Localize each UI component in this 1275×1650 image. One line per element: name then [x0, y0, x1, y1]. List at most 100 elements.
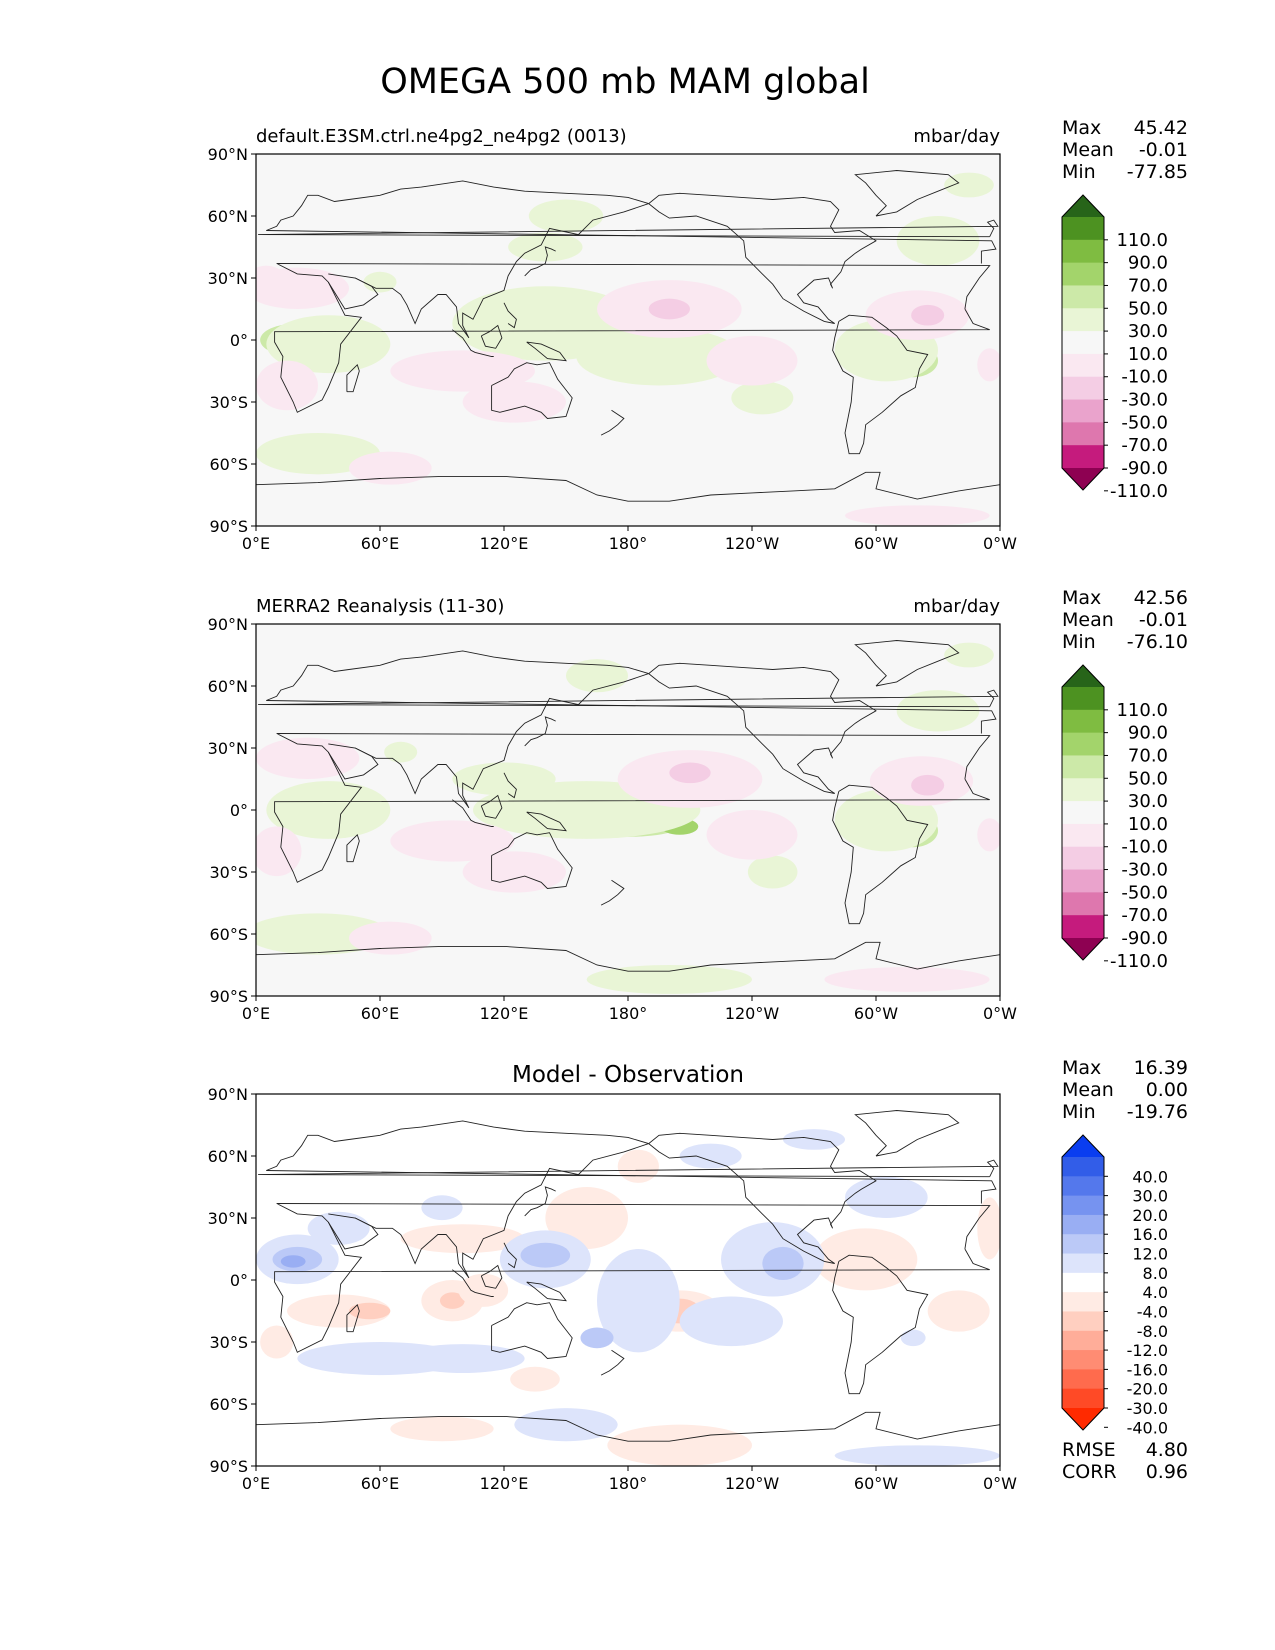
coastline: [258, 219, 999, 238]
coastline: [256, 1411, 1000, 1442]
contour-region: [845, 1176, 928, 1219]
contour-region: [260, 1325, 294, 1359]
coastline: [480, 324, 503, 349]
contour-region: [648, 298, 690, 320]
stat-label-mean: Mean: [1062, 609, 1114, 631]
coastline: [355, 673, 649, 809]
coastline: [355, 203, 649, 339]
panel-title-left: default.E3SM.ctrl.ne4pg2_ne4pg2 (0013): [256, 126, 627, 147]
colorbar-tick-label: 20.0: [1132, 1206, 1168, 1225]
colorbar-tick-label: 10.0: [1128, 344, 1168, 365]
contour-region: [349, 451, 432, 485]
coastline: [648, 662, 877, 794]
stat-label-corr: CORR: [1062, 1461, 1117, 1483]
colorbar-segment: [1062, 1292, 1104, 1313]
stat-label-min: Min: [1062, 1101, 1096, 1123]
colorbar-tick-label: -10.0: [1121, 837, 1168, 858]
lat-tick-label: 0°: [230, 331, 248, 350]
colorbar-tick-label: 70.0: [1128, 275, 1168, 296]
colorbar-tick-label: -20.0: [1127, 1380, 1168, 1399]
lon-tick-label: 60°E: [361, 1004, 399, 1023]
contour-region: [586, 965, 752, 994]
coastline: [854, 1110, 960, 1157]
colorbar-segment: [1062, 823, 1104, 848]
coastline: [648, 1132, 877, 1264]
contour-region: [421, 1195, 463, 1221]
coastlines: [256, 640, 1000, 972]
contour-region: [834, 1445, 1000, 1466]
lon-tick-label: 120°E: [480, 534, 529, 553]
lat-tick-label: 30°N: [208, 1209, 248, 1228]
contour-region: [439, 1292, 465, 1309]
contour-region: [266, 315, 391, 374]
colorbar-segment: [1062, 1214, 1104, 1235]
coastline: [266, 664, 997, 734]
lat-tick-label: 0°: [230, 1271, 248, 1290]
contour-region: [911, 774, 945, 796]
contour-region: [617, 1149, 659, 1183]
contour-region: [287, 1294, 391, 1328]
colorbar-extend-bottom: [1062, 1408, 1104, 1430]
contour-region: [545, 1187, 629, 1249]
coastline: [346, 363, 360, 393]
colorbar-tick-label: -40.0: [1127, 1418, 1168, 1437]
contour-region: [977, 1197, 1000, 1260]
colorbar-segment: [1062, 687, 1104, 711]
stats-box: Max 16.39 Mean 0.00 Min -19.76 RMSE 4.80 CORR 0.9…: [1062, 1057, 1188, 1483]
lon-tick-label: 0°E: [242, 1474, 270, 1493]
lat-tick-label: 0°: [230, 801, 248, 820]
coastline: [266, 194, 997, 264]
contour-region: [256, 826, 302, 877]
colorbar-tick-label: 90.0: [1128, 253, 1168, 274]
coastline: [524, 1186, 556, 1217]
lon-tick-label: 60°W: [854, 1474, 898, 1493]
coastline: [503, 1242, 517, 1269]
contour-region: [280, 1255, 306, 1268]
colorbar-segment: [1062, 1157, 1104, 1177]
coastline: [266, 1134, 997, 1204]
lat-tick-label: 30°S: [209, 863, 248, 882]
coastline: [503, 772, 517, 799]
coastline: [480, 794, 503, 819]
coastline: [854, 170, 960, 217]
coastline: [832, 1254, 929, 1395]
colorbar-segment: [1062, 1311, 1104, 1332]
colorbar-tick-label: -4.0: [1137, 1302, 1168, 1321]
colorbar-segment: [1062, 1253, 1104, 1274]
contour-region: [307, 1211, 370, 1245]
lat-tick-label: 60°N: [208, 677, 248, 696]
lat-tick-label: 60°N: [208, 1147, 248, 1166]
colorbar-tick-label: 8.0: [1143, 1264, 1168, 1283]
contour-region: [349, 1302, 391, 1320]
contour-field: [256, 172, 1000, 526]
lat-tick-label: 30°S: [209, 1333, 248, 1352]
colorbar-tick-label: -70.0: [1121, 905, 1168, 926]
colorbar-segment: [1062, 262, 1104, 287]
colorbar-segment: [1062, 1350, 1104, 1370]
colorbar-segment: [1062, 331, 1104, 355]
contour-field: [256, 642, 1000, 994]
colorbar-tick-label: 40.0: [1132, 1167, 1168, 1186]
colorbar-tick-label: 110.0: [1116, 700, 1168, 721]
contour-region: [256, 433, 380, 475]
panel-2: MERRA2 Reanalysis (11-30) mbar/day 90°N 60°…: [208, 587, 1188, 1023]
contour-region: [669, 762, 711, 784]
lat-tick-label: 90°S: [209, 517, 248, 536]
lon-tick-label: 0°E: [242, 1004, 270, 1023]
colorbar-tick-label: 50.0: [1128, 768, 1168, 789]
stat-label-min: Min: [1062, 631, 1096, 653]
colorbar-segment: [1062, 732, 1104, 757]
stat-label-mean: Mean: [1062, 139, 1114, 161]
stat-value-min: -19.76: [1127, 1101, 1188, 1123]
contour-region: [944, 642, 994, 668]
lat-tick-label: 60°S: [209, 455, 248, 474]
stats-box: Max 42.56 Mean -0.01 Min -76.10: [1062, 587, 1188, 653]
stat-value-max: 42.56: [1134, 587, 1188, 609]
coastline: [524, 716, 556, 747]
colorbar-segment: [1062, 801, 1104, 825]
figure-title: OMEGA 500 mb MAM global: [380, 62, 870, 102]
contour-region: [256, 737, 360, 779]
panel-3: Model - Observation 90°N 60°N 30°N 0° 30°S 60°…: [208, 1057, 1188, 1493]
coastline: [258, 689, 999, 708]
colorbar-tick-label: 30.0: [1132, 1187, 1168, 1206]
